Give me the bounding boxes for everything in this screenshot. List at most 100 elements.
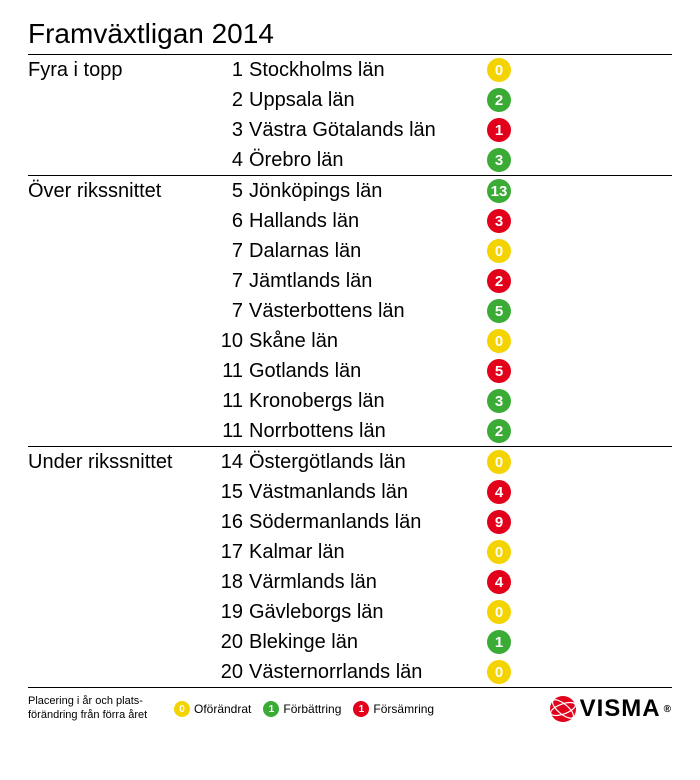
- rank-value: 20: [213, 661, 243, 684]
- legend: 0 Oförändrat 1 Förbättring 1 Försämring: [174, 701, 434, 717]
- logo-mark-icon: [548, 694, 578, 724]
- table-row: 1 Stockholms län0: [213, 55, 672, 85]
- table-row: 20 Västernorrlands län0: [213, 657, 672, 687]
- change-badge-icon: 5: [487, 359, 511, 383]
- table-row: 2Uppsala län2: [213, 85, 672, 115]
- table-row: 19 Gävleborgs län0: [213, 597, 672, 627]
- change-badge-icon: 2: [487, 269, 511, 293]
- badge-worsened-icon: 1: [353, 701, 369, 717]
- legend-item-unchanged: 0 Oförändrat: [174, 701, 251, 717]
- county-name: Uppsala län: [249, 89, 487, 112]
- rank-value: 19: [213, 601, 243, 624]
- table-row: 7 Jämtlands län2: [213, 266, 672, 296]
- footnote-line: förändring från förra året: [28, 709, 147, 721]
- rank-value: 14: [213, 451, 243, 474]
- change-badge-icon: 0: [487, 600, 511, 624]
- county-name: Dalarnas län: [249, 240, 487, 263]
- table-row: 10 Skåne län0: [213, 326, 672, 356]
- change-badge-icon: 3: [487, 148, 511, 172]
- county-name: Stockholms län: [249, 59, 487, 82]
- rank-value: 11: [213, 360, 243, 383]
- county-name: Hallands län: [249, 210, 487, 233]
- table-row: 17Kalmar län0: [213, 537, 672, 567]
- registered-icon: ®: [664, 704, 672, 715]
- county-name: Blekinge län: [249, 631, 487, 654]
- rank-value: 2: [213, 89, 243, 112]
- table-row: 6 Hallands län3: [213, 206, 672, 236]
- change-badge-icon: 9: [487, 510, 511, 534]
- table-row: 7 Västerbottens län5: [213, 296, 672, 326]
- section: Under rikssnittet14Östergötlands län015V…: [28, 447, 672, 687]
- change-badge-icon: 3: [487, 209, 511, 233]
- legend-label: Förbättring: [283, 702, 341, 716]
- rank-value: 16: [213, 511, 243, 534]
- rank-value: 7: [213, 240, 243, 263]
- change-badge-icon: 1: [487, 118, 511, 142]
- legend-item-worsened: 1 Försämring: [353, 701, 434, 717]
- rank-value: 10: [213, 330, 243, 353]
- rank-value: 6: [213, 210, 243, 233]
- logo-text: VISMA: [580, 695, 661, 723]
- county-name: Västernorrlands län: [249, 661, 487, 684]
- county-name: Örebro län: [249, 149, 487, 172]
- table-row: 3Västra Götalands län1: [213, 115, 672, 145]
- section-label: Under rikssnittet: [28, 447, 213, 474]
- rank-value: 18: [213, 571, 243, 594]
- change-badge-icon: 0: [487, 540, 511, 564]
- section: Över rikssnittet 5 Jönköpings län13 6 Hallan…: [28, 176, 672, 446]
- rank-value: 17: [213, 541, 243, 564]
- brand-logo: VISMA®: [548, 694, 672, 724]
- legend-item-improved: 1 Förbättring: [263, 701, 341, 717]
- table-row: 11 Gotlands län5: [213, 356, 672, 386]
- change-badge-icon: 2: [487, 419, 511, 443]
- change-badge-icon: 13: [487, 179, 511, 203]
- divider: [28, 687, 672, 688]
- rank-value: 7: [213, 300, 243, 323]
- section-rows: 1Stockholms län02Uppsala län23Västra Göt…: [213, 55, 672, 175]
- table-row: 14Östergötlands län0: [213, 447, 672, 477]
- county-name: Östergötlands län: [249, 451, 487, 474]
- change-badge-icon: 3: [487, 389, 511, 413]
- change-badge-icon: 0: [487, 660, 511, 684]
- rank-value: 3: [213, 119, 243, 142]
- change-badge-icon: 0: [487, 239, 511, 263]
- section: Fyra i topp1Stockholms län02Uppsala län2…: [28, 55, 672, 175]
- county-name: Gävleborgs län: [249, 601, 487, 624]
- section-rows: 14Östergötlands län015Västmanlands län41…: [213, 447, 672, 687]
- change-badge-icon: 4: [487, 480, 511, 504]
- rank-value: 11: [213, 420, 243, 443]
- legend-label: Oförändrat: [194, 702, 251, 716]
- rank-value: 15: [213, 481, 243, 504]
- badge-unchanged-icon: 0: [174, 701, 190, 717]
- section-label: Över rikssnittet: [28, 176, 213, 203]
- table-row: 11 Kronobergs län3: [213, 386, 672, 416]
- section-rows: 5Jönköpings län136Hallands län37Dalarnas…: [213, 176, 672, 446]
- footer: Placering i år och plats- förändring frå…: [28, 694, 672, 724]
- legend-label: Försämring: [373, 702, 434, 716]
- table-row: 15 Västmanlands län4: [213, 477, 672, 507]
- county-name: Jämtlands län: [249, 270, 487, 293]
- county-name: Jönköpings län: [249, 180, 487, 203]
- rank-value: 20: [213, 631, 243, 654]
- rank-value: 11: [213, 390, 243, 413]
- county-name: Kronobergs län: [249, 390, 487, 413]
- change-badge-icon: 0: [487, 58, 511, 82]
- table-row: 16 Södermanlands län9: [213, 507, 672, 537]
- table-row: 4Örebro län3: [213, 145, 672, 175]
- county-name: Skåne län: [249, 330, 487, 353]
- page-title: Framväxtligan 2014: [28, 18, 672, 50]
- rank-value: 7: [213, 270, 243, 293]
- footnote: Placering i år och plats- förändring frå…: [28, 695, 158, 723]
- table-row: 18Värmlands län4: [213, 567, 672, 597]
- badge-improved-icon: 1: [263, 701, 279, 717]
- change-badge-icon: 0: [487, 329, 511, 353]
- table-row: 7 Dalarnas län0: [213, 236, 672, 266]
- change-badge-icon: 5: [487, 299, 511, 323]
- county-name: Västmanlands län: [249, 481, 487, 504]
- change-badge-icon: 1: [487, 630, 511, 654]
- county-name: Södermanlands län: [249, 511, 487, 534]
- rank-value: 1: [213, 59, 243, 82]
- county-name: Gotlands län: [249, 360, 487, 383]
- county-name: Västerbottens län: [249, 300, 487, 323]
- table-row: 20 Blekinge län1: [213, 627, 672, 657]
